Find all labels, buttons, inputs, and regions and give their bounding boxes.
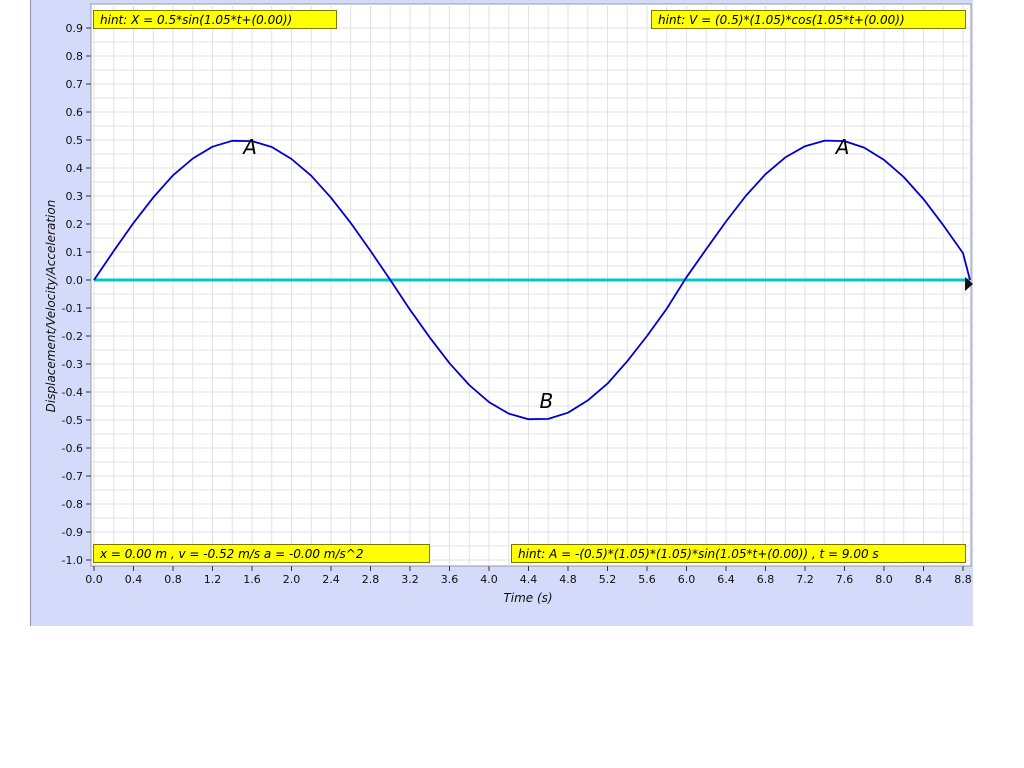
y-axis-title: Displacement/Velocity/Acceleration [44,200,58,413]
x-tick-label: 4.4 [520,573,538,586]
y-tick-label: -0.1 [62,302,83,315]
displacement-curve [93,139,971,421]
x-tick-label: 0.0 [85,573,103,586]
y-tick-label: -0.4 [62,386,83,399]
x-axis-ticks: 0.0 0.4 0.8 1.2 1.6 2.0 2.4 2.8 3.2 3.6 4.0 4.4 4.8 5… [85,566,972,586]
x-tick-label: 0.8 [164,573,182,586]
y-tick-label: 0.5 [66,134,84,147]
y-tick-label: 0.0 [66,274,84,287]
y-tick-label: -0.8 [62,498,83,511]
x-tick-label: 6.0 [678,573,696,586]
y-tick-label: 0.8 [66,50,84,63]
y-tick-label: -0.2 [62,330,83,343]
x-tick-label: 4.0 [480,573,498,586]
y-tick-label: 0.3 [66,190,84,203]
annotation-label: B [540,389,554,413]
y-tick-label: 0.4 [66,162,84,175]
x-tick-label: 8.4 [915,573,933,586]
y-tick-label: -0.9 [62,526,83,539]
grid [91,4,971,566]
x-tick-label: 6.4 [717,573,735,586]
annotation-label: A [241,135,257,159]
time-cursor-marker[interactable] [965,277,973,291]
x-tick-label: 8.8 [954,573,972,586]
readout-values: x = 0.00 m , v = -0.52 m/s a = -0.00 m/s… [93,544,430,563]
x-axis-title: Time (s) [503,591,552,605]
annotations: A B A [241,135,849,413]
x-tick-label: 6.8 [757,573,775,586]
y-tick-label: -0.6 [62,442,83,455]
hint-velocity: hint: V = (0.5)*(1.05)*cos(1.05*t+(0.00)… [651,10,966,29]
x-tick-label: 5.2 [599,573,617,586]
x-tick-label: 7.6 [836,573,854,586]
y-tick-label: 0.2 [66,218,84,231]
x-tick-label: 8.0 [875,573,893,586]
x-tick-label: 2.4 [322,573,340,586]
y-tick-label: 0.1 [66,246,84,259]
y-tick-label: 0.7 [66,78,84,91]
y-tick-label: -0.3 [62,358,83,371]
x-tick-label: 0.4 [125,573,143,586]
x-tick-label: 4.8 [559,573,577,586]
plot-area [90,3,972,567]
hint-displacement: hint: X = 0.5*sin(1.05*t+(0.00)) [93,10,337,29]
x-tick-label: 3.2 [401,573,419,586]
y-tick-label: 0.6 [66,106,84,119]
y-tick-label: -0.5 [62,414,83,427]
x-tick-label: 3.6 [441,573,459,586]
x-tick-label: 2.0 [283,573,301,586]
x-tick-label: 1.2 [204,573,222,586]
x-tick-label: 5.6 [638,573,656,586]
y-tick-label: -1.0 [62,554,83,567]
hint-acceleration: hint: A = -(0.5)*(1.05)*(1.05)*sin(1.05*… [511,544,966,563]
x-tick-label: 1.6 [243,573,261,586]
y-tick-label: -0.7 [62,470,83,483]
y-tick-label: 0.9 [66,22,84,35]
x-tick-label: 2.8 [362,573,380,586]
x-tick-label: 7.2 [796,573,814,586]
series-group [93,139,971,421]
y-axis-ticks: 0.9 0.8 0.7 0.6 0.5 0.4 0.3 0.2 0.1 0.0 -0.1 -0.2 -0… [62,22,91,567]
annotation-label: A [834,135,850,159]
